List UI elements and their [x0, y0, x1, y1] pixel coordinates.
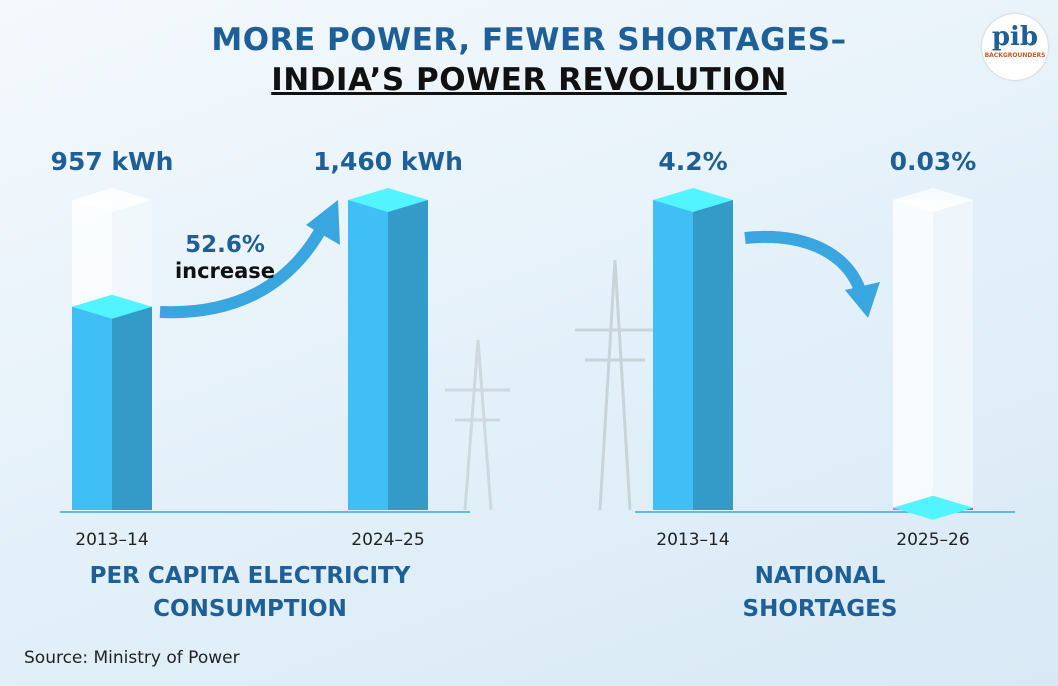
x-tick-label: 2013–14 [656, 530, 729, 550]
bar-left-face [348, 200, 388, 510]
x-tick-label: 2025–26 [896, 530, 969, 550]
title: MORE POWER, FEWER SHORTAGES– [0, 22, 1058, 58]
annotation: increase [175, 259, 275, 283]
panel-title: NATIONAL SHORTAGES [640, 560, 1000, 626]
infographic: 52.6% increase 957 kWh 2013–14 1,460 kWh 20… [0, 0, 1058, 686]
value-label: 0.03% [890, 147, 977, 176]
pylon [575, 260, 655, 510]
bar-left-face [72, 307, 112, 510]
bar-ghost [893, 188, 973, 510]
logo-subtext: BACKGROUNDERS [982, 52, 1048, 59]
annotation: 52.6% [185, 232, 265, 258]
bar-right-face [933, 200, 973, 510]
subtitle: INDIA’S POWER REVOLUTION [0, 62, 1058, 98]
logo-text: pib [982, 22, 1048, 52]
x-tick-label: 2013–14 [75, 530, 148, 550]
bar-left-face [893, 200, 933, 510]
panel-title-text: NATIONAL SHORTAGES [730, 560, 910, 626]
bar-right-face [693, 200, 733, 510]
arrow-head [845, 282, 880, 318]
value-label: 957 kWh [51, 147, 174, 176]
bar [348, 188, 428, 510]
bar-left-face [653, 200, 693, 510]
bar-right-face [388, 200, 428, 510]
source: Source: Ministry of Power [24, 648, 240, 668]
decrease-arrow [745, 237, 860, 290]
bar-right-face [112, 307, 152, 510]
pylon [445, 340, 510, 510]
subtitle-text: INDIA’S POWER REVOLUTION [271, 62, 787, 98]
bar [72, 295, 152, 510]
bar [653, 188, 733, 510]
panel-title: PER CAPITA ELECTRICITY CONSUMPTION [70, 560, 430, 626]
x-tick-label: 2024–25 [351, 530, 424, 550]
value-label: 1,460 kWh [313, 147, 463, 176]
value-label: 4.2% [658, 147, 727, 176]
